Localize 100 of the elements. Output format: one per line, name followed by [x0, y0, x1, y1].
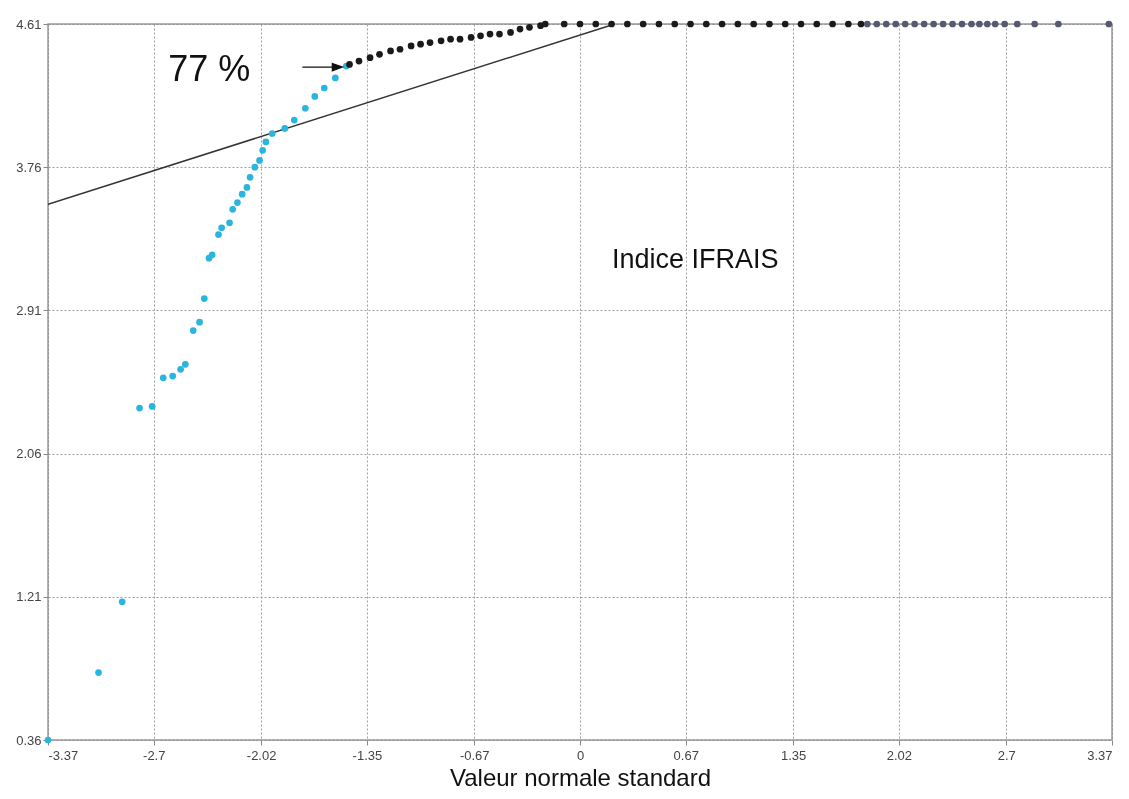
point	[396, 45, 404, 53]
point	[560, 20, 568, 28]
point	[1105, 20, 1113, 28]
point	[268, 130, 276, 137]
x-tick-label: 0	[576, 747, 585, 763]
point	[238, 190, 246, 198]
point	[829, 20, 836, 28]
point	[259, 147, 267, 154]
point	[655, 20, 663, 28]
y-tick-label: 2.06	[16, 446, 42, 462]
x-tick-label: -3.37	[48, 747, 79, 763]
point	[281, 125, 289, 132]
point	[920, 20, 928, 28]
point	[169, 372, 177, 380]
y-tick-label: 2.91	[16, 302, 42, 318]
point	[331, 74, 339, 82]
point	[991, 20, 999, 28]
point	[983, 20, 991, 28]
annotation: Indice IFRAIS	[611, 244, 779, 275]
x-tick-label: 3.37	[1087, 747, 1113, 763]
point	[1054, 20, 1062, 28]
point	[447, 35, 454, 43]
point	[177, 366, 184, 373]
point	[376, 50, 383, 58]
point	[507, 29, 514, 36]
point	[311, 93, 319, 100]
point	[486, 30, 494, 38]
point	[196, 318, 203, 326]
x-tick-label: -1.35	[352, 747, 383, 763]
point	[939, 20, 947, 28]
point	[576, 20, 584, 28]
x-tick-label: -0.67	[459, 747, 490, 763]
point	[246, 173, 254, 181]
x-tick-label: 2.7	[997, 747, 1016, 763]
annotation: 77 %	[168, 48, 251, 90]
point	[200, 295, 208, 302]
point	[467, 34, 475, 41]
point	[882, 20, 890, 28]
point	[301, 104, 309, 112]
point	[781, 20, 789, 28]
point	[639, 20, 647, 28]
point	[95, 669, 102, 676]
x-tick-label: -2.02	[246, 747, 277, 763]
point	[44, 736, 52, 744]
point	[417, 40, 424, 48]
x-tick-label: 2.02	[886, 747, 913, 763]
point	[496, 30, 503, 38]
point	[159, 374, 167, 382]
point	[949, 20, 956, 28]
x-tick-label: 0.67	[673, 747, 699, 763]
x-tick-label: 1.35	[780, 747, 807, 763]
point	[251, 163, 259, 171]
point	[243, 184, 251, 191]
point	[256, 157, 263, 164]
x-axis-title: Valeur normale standard	[449, 763, 712, 791]
point	[290, 116, 298, 124]
point	[229, 205, 237, 213]
point	[958, 20, 966, 28]
point	[687, 20, 694, 28]
point	[813, 20, 821, 28]
point	[863, 20, 871, 28]
point	[456, 35, 464, 43]
point	[148, 403, 156, 410]
y-tick-label: 0.36	[16, 732, 42, 748]
point	[857, 20, 865, 28]
point	[262, 138, 270, 146]
point	[901, 20, 909, 28]
y-tick-label: 3.76	[16, 159, 42, 175]
point	[766, 20, 773, 28]
point	[516, 25, 524, 33]
point	[671, 20, 679, 28]
point	[718, 20, 726, 28]
point	[702, 20, 710, 28]
point	[845, 20, 852, 28]
point	[873, 20, 881, 28]
point	[387, 47, 394, 55]
point	[624, 20, 631, 28]
point	[968, 20, 975, 28]
point	[541, 20, 549, 28]
point	[608, 20, 615, 28]
point	[226, 219, 233, 227]
point	[1013, 20, 1021, 28]
point	[911, 20, 919, 28]
point	[1031, 20, 1038, 28]
point	[181, 360, 189, 368]
point	[592, 20, 600, 28]
point	[892, 20, 900, 28]
point	[1001, 20, 1009, 28]
point	[118, 598, 126, 606]
point	[437, 37, 445, 45]
point	[526, 24, 533, 31]
x-tick-label: -2.7	[143, 747, 166, 763]
point	[930, 20, 937, 28]
point	[734, 20, 742, 28]
point	[136, 404, 143, 412]
point	[750, 20, 757, 28]
point	[976, 20, 983, 28]
y-tick-label: 4.61	[16, 16, 42, 32]
point	[234, 199, 241, 206]
point	[218, 224, 225, 232]
